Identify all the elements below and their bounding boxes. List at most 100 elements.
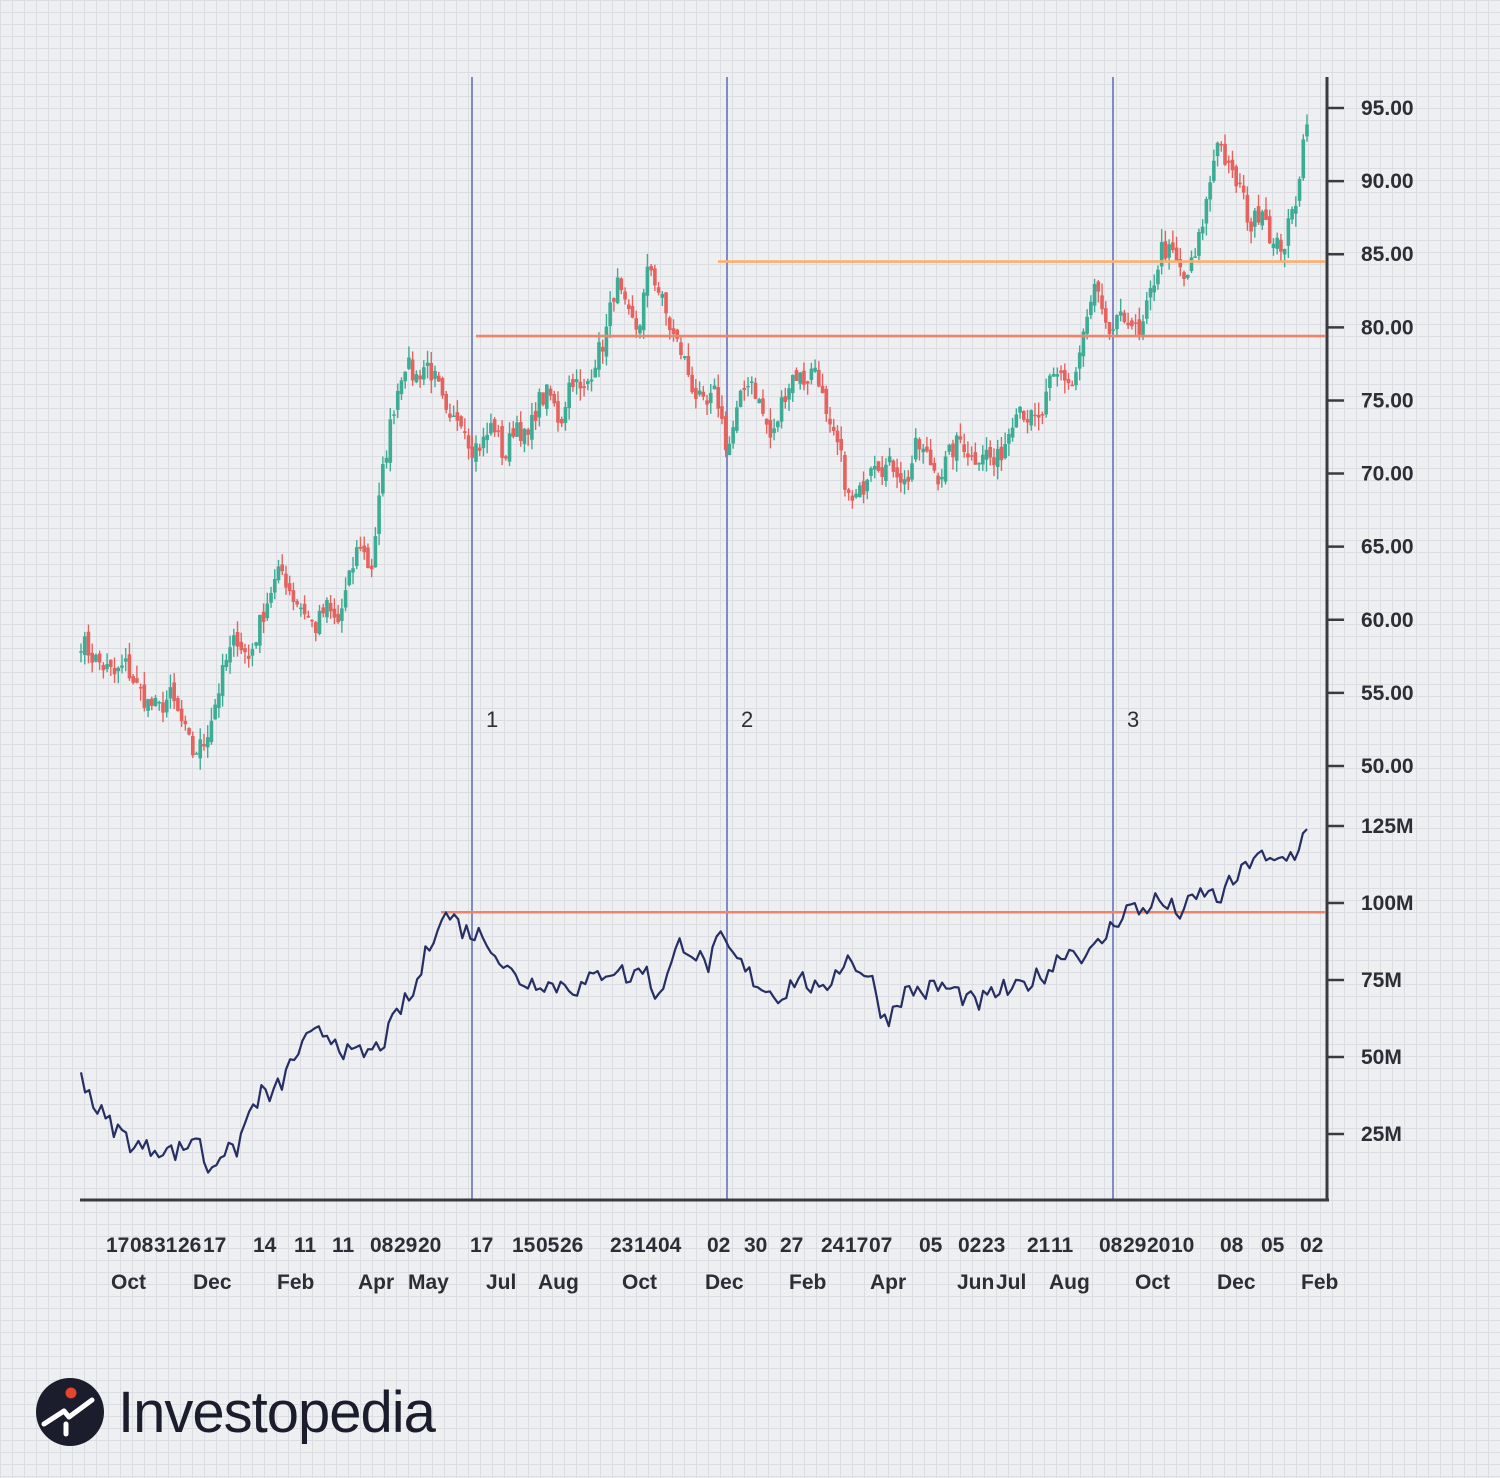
x-month-label: Oct [622, 1271, 657, 1294]
logo-icon [36, 1378, 104, 1446]
candle-body [205, 737, 210, 748]
candle-body [187, 728, 191, 735]
candle-body [891, 460, 896, 472]
candle-body [418, 375, 422, 380]
candle-body [295, 601, 299, 605]
candle-body [146, 699, 150, 711]
candle-body [1200, 226, 1205, 234]
candle-body [1051, 373, 1056, 377]
candle-body [228, 647, 232, 663]
x-day-label: 26 [178, 1234, 201, 1257]
candle-body [425, 362, 430, 366]
candle-body [1103, 308, 1108, 323]
candle-body [1130, 320, 1134, 327]
x-day-label: 17 [106, 1234, 129, 1257]
candle-body [489, 423, 493, 434]
candle-body [720, 406, 724, 419]
x-day-label: 20 [1147, 1234, 1170, 1257]
candle-body [1070, 384, 1075, 387]
candle-body [835, 430, 840, 443]
candle-body [157, 701, 162, 704]
candle-body [973, 452, 978, 465]
candle-body [626, 304, 631, 310]
candle-body [518, 422, 523, 441]
price-tick-label: 95.00 [1361, 97, 1414, 120]
x-day-label: 11 [332, 1234, 355, 1257]
candle-body [526, 429, 530, 435]
candle-body [1133, 322, 1138, 324]
candle-body [649, 266, 653, 271]
x-day-label: 14 [634, 1234, 658, 1257]
x-day-label: 02 [958, 1234, 981, 1257]
candle-body [276, 566, 281, 581]
candle-body [433, 371, 437, 379]
x-month-label: Oct [1135, 1271, 1170, 1294]
candle-body [481, 436, 486, 449]
candle-body [1226, 160, 1231, 163]
candle-body [925, 446, 929, 452]
x-day-label: 11 [1051, 1234, 1074, 1257]
candle-body [697, 390, 702, 395]
candle-body [362, 545, 367, 553]
candle-body [392, 414, 396, 416]
candle-body [1115, 314, 1119, 330]
candle-body [123, 658, 128, 662]
candle-body [485, 434, 489, 441]
candle-body [321, 607, 326, 614]
candle-body [585, 381, 590, 384]
candle-body [414, 374, 419, 383]
price-tick-label: 70.00 [1361, 463, 1414, 486]
candle-body [932, 462, 937, 471]
candle-body [1208, 182, 1212, 200]
candle-body [641, 292, 646, 331]
candle-body [231, 635, 236, 646]
candle-body [530, 414, 534, 440]
x-month-label: Dec [193, 1271, 232, 1294]
candle-body [340, 608, 344, 622]
price-levels [476, 260, 1325, 338]
candle-body [1137, 319, 1142, 335]
candle-body [999, 446, 1004, 461]
candle-body [604, 326, 609, 357]
candle-body [86, 631, 91, 656]
x-day-label: 17 [845, 1234, 868, 1257]
candle-body [1171, 242, 1175, 251]
candle-body [176, 698, 180, 711]
candle-body [1126, 322, 1130, 326]
candle-body [183, 720, 188, 725]
candle-body [876, 461, 881, 471]
candle-body [436, 375, 441, 382]
candle-body [735, 407, 739, 431]
candle-body [776, 421, 780, 428]
candle-body [504, 456, 508, 459]
candle-body [1290, 209, 1294, 220]
x-month-label: Dec [1217, 1271, 1256, 1294]
candle-body [1144, 300, 1149, 319]
volume-tick-label: 50M [1361, 1046, 1402, 1069]
candle-body [846, 489, 851, 493]
candle-body [984, 449, 989, 460]
candle-body [541, 392, 545, 405]
candle-body [317, 610, 322, 634]
candle-body [746, 385, 750, 388]
candle-body [325, 599, 329, 618]
candle-body [969, 455, 974, 457]
x-day-label: 17 [203, 1234, 226, 1257]
candle-body [533, 410, 538, 421]
candle-body [444, 393, 448, 410]
x-month-label: Feb [277, 1271, 314, 1294]
chart: 1 2 3 95.00 90.00 85.00 80.00 75.00 70.00 65.0… [79, 77, 1414, 1294]
candle-body [928, 449, 933, 466]
candle-body [738, 390, 743, 408]
candle-body [1118, 311, 1123, 316]
candle-body [422, 367, 426, 380]
candle-body [1007, 434, 1011, 444]
x-month-label: Aug [1049, 1271, 1090, 1294]
candle-body [571, 379, 575, 388]
candle-body [802, 370, 806, 385]
candle-body [1305, 124, 1309, 137]
candle-body [217, 693, 221, 708]
candle-body [589, 379, 594, 382]
x-day-label: 02 [707, 1234, 730, 1257]
candle-body [82, 636, 87, 656]
